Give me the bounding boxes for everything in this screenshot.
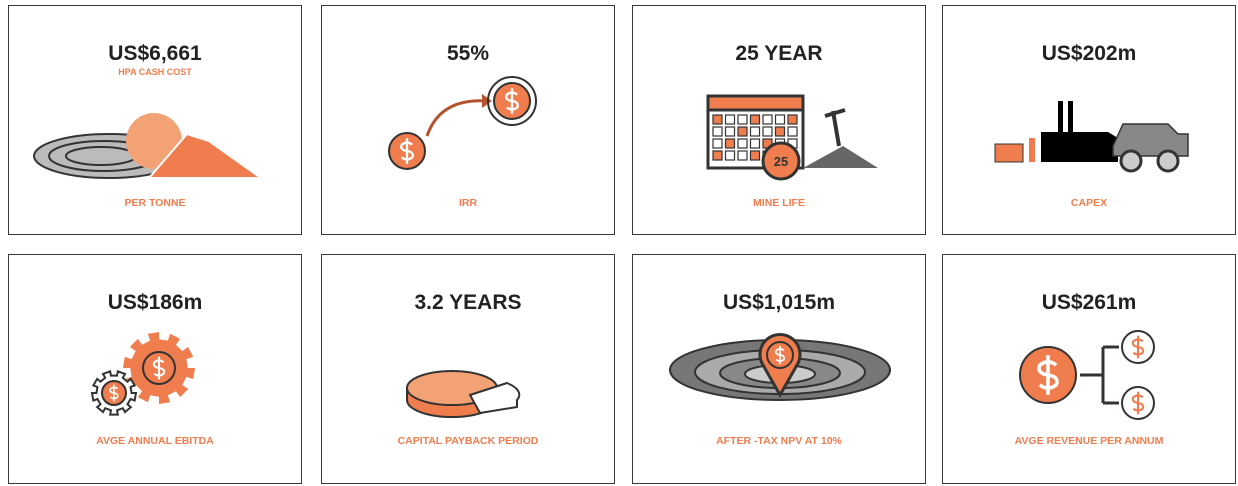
badge-text: 25	[774, 154, 788, 169]
calendar-head	[706, 94, 805, 112]
metric-card: 55% IRR	[321, 5, 615, 235]
icon	[388, 76, 537, 170]
calendar-cell	[787, 114, 798, 125]
dollar-sign	[152, 356, 166, 380]
icon	[90, 332, 195, 416]
dollar-sign	[1131, 391, 1145, 415]
dollar-sign	[109, 384, 119, 402]
metric-label: IRR	[458, 197, 478, 209]
icon	[406, 370, 521, 418]
calendar-cell	[749, 150, 761, 161]
metric-card: 25 25 YEAR MINE LIFE	[632, 5, 926, 235]
ground	[803, 146, 878, 168]
metric-card: US$1,015m AFTER -TAX NPV AT 10%	[632, 254, 926, 484]
calendar-cell	[724, 150, 736, 161]
icon: 25	[706, 94, 878, 181]
metric-value: 3.2 YEARS	[414, 291, 522, 314]
pit-ring	[65, 146, 137, 166]
metric-label: AVGE REVENUE PER ANNUM	[1014, 435, 1164, 447]
metric-label: AVGE ANNUAL EBITDA	[96, 435, 214, 447]
calendar-cell	[724, 114, 736, 125]
building	[994, 143, 1024, 163]
dollar-sign	[400, 138, 414, 164]
icon	[33, 113, 265, 179]
metric-value: US$1,015m	[722, 291, 836, 314]
metric-card: US$261m AVGE REVENUE PER ANNUM	[942, 254, 1236, 484]
calendar-cell	[737, 138, 748, 149]
dollar-sign	[1131, 335, 1145, 359]
calendar-cell	[712, 150, 723, 161]
metric-value: US$186m	[107, 291, 203, 314]
metric-subtitle: HPA CASH COST	[118, 67, 192, 77]
metric-card: US$202m CAPEX	[942, 5, 1236, 235]
metric-label: CAPEX	[1070, 197, 1108, 209]
metric-label: CAPITAL PAYBACK PERIOD	[397, 435, 539, 447]
calendar-cell	[737, 114, 748, 125]
pillar	[1029, 138, 1035, 162]
calendar-cell	[712, 126, 723, 137]
metric-value: US$6,661	[108, 42, 202, 65]
jackhammer	[824, 108, 846, 147]
calendar-cell	[712, 114, 723, 125]
truck	[1112, 123, 1189, 157]
badge	[761, 141, 801, 181]
calendar-cell	[774, 114, 786, 125]
metric-value: 25 YEAR	[735, 42, 823, 65]
calendar-cell	[724, 138, 736, 149]
factory	[1041, 101, 1118, 162]
metric-card: US$6,661 HPA CASH COST PER TONNE	[8, 5, 302, 235]
bracket	[1080, 345, 1119, 405]
mountain	[146, 132, 265, 179]
metric-card: 3.2 YEARS CAPITAL PAYBACK PERIOD	[321, 254, 615, 484]
calendar-cell	[774, 126, 786, 137]
metric-label: PER TONNE	[124, 197, 186, 209]
calendar-cell	[762, 126, 773, 137]
calendar-cell	[724, 126, 736, 137]
calendar-cell	[787, 126, 798, 137]
dollar-sign	[505, 88, 519, 114]
icon	[1019, 330, 1155, 420]
calendar-cell	[737, 150, 748, 161]
calendar-cell	[749, 114, 761, 125]
calendar-cell	[749, 138, 761, 149]
arrow	[425, 99, 488, 137]
calendar-cell	[737, 126, 748, 137]
metric-label: AFTER -TAX NPV AT 10%	[716, 435, 842, 447]
icon	[669, 333, 891, 401]
calendar-cell	[712, 138, 723, 149]
wheel	[1156, 149, 1180, 173]
metric-value: US$261m	[1041, 291, 1137, 314]
calendar-cell	[762, 114, 773, 125]
metric-card: US$186m AVGE ANNUAL EBITDA	[8, 254, 302, 484]
metric-value: US$202m	[1041, 42, 1137, 65]
metric-label: MINE LIFE	[753, 197, 805, 209]
wheel	[1119, 149, 1143, 173]
dollar-sign	[1037, 355, 1059, 395]
metric-value: 55%	[446, 42, 490, 65]
icon	[994, 101, 1189, 173]
coin-ring	[487, 76, 537, 126]
calendar-cell	[749, 126, 761, 137]
dollar-sign	[775, 345, 785, 365]
pie-slice	[468, 381, 521, 415]
